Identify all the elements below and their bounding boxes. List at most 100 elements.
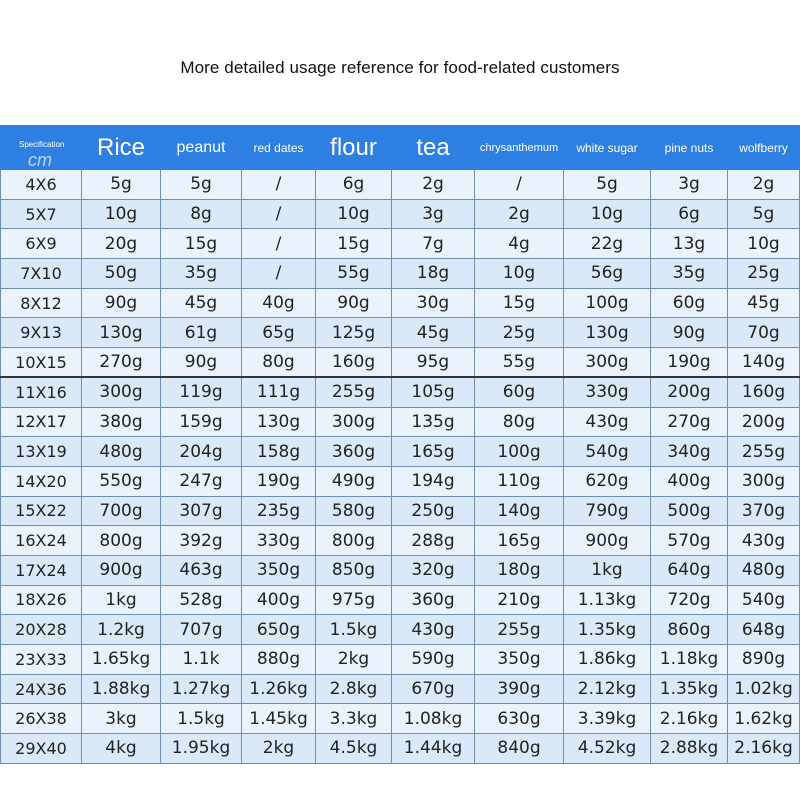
value-cell: 2kg	[315, 644, 392, 675]
value-cell: 580g	[315, 495, 392, 527]
value-cell: 45g	[160, 287, 242, 319]
value-cell: 6g	[650, 198, 728, 230]
value-cell: 90g	[160, 347, 242, 378]
value-cell: 1.5kg	[315, 614, 392, 645]
value-cell: 35g	[160, 258, 242, 289]
value-cell: 1kg	[563, 554, 651, 586]
value-cell: 90g	[315, 287, 392, 319]
value-cell: 61g	[160, 317, 242, 349]
value-cell: 194g	[391, 465, 475, 497]
value-cell: 247g	[160, 465, 242, 497]
value-cell: 140g	[474, 495, 564, 527]
value-cell: 111g	[241, 376, 316, 408]
value-cell: 45g	[391, 317, 475, 349]
value-cell: 10g	[474, 258, 564, 289]
value-cell: 20g	[81, 228, 161, 260]
value-cell: 110g	[474, 465, 564, 497]
value-cell: 3.39kg	[563, 703, 651, 735]
value-cell: 370g	[727, 495, 800, 527]
value-cell: 900g	[81, 554, 161, 586]
value-cell: 1.95kg	[160, 733, 242, 764]
size-cell: 10X15	[0, 347, 82, 378]
value-cell: 190g	[241, 465, 316, 497]
value-cell: 380g	[81, 406, 161, 438]
value-cell: 2g	[727, 169, 800, 200]
value-cell: 360g	[391, 584, 475, 616]
value-cell: 800g	[81, 525, 161, 556]
value-cell: 1.08kg	[391, 703, 475, 735]
size-cell: 5X7	[0, 198, 82, 230]
table-row: 10X15 270g 90g 80g 160g 95g 55g 300g 190g 140g	[0, 347, 800, 378]
value-cell: 100g	[563, 287, 651, 319]
value-cell: 350g	[474, 644, 564, 675]
value-cell: 158g	[241, 436, 316, 467]
value-cell: 40g	[241, 287, 316, 319]
size-cell: 8X12	[0, 287, 82, 319]
value-cell: 270g	[650, 406, 728, 438]
value-cell: 119g	[160, 376, 242, 408]
value-cell: 2.16kg	[650, 703, 728, 735]
header-white-sugar: white sugar	[563, 125, 651, 170]
value-cell: 1.45kg	[241, 703, 316, 735]
value-cell: 620g	[563, 465, 651, 497]
value-cell: 4kg	[81, 733, 161, 764]
table-row: 4X6 5g 5g/6g 2g/5g 3g 2g	[0, 169, 800, 200]
spec-unit: cm	[28, 150, 52, 170]
header-wolfberry: wolfberry	[727, 125, 800, 170]
value-cell: 707g	[160, 614, 242, 645]
value-cell: 720g	[650, 584, 728, 616]
size-cell: 23X33	[0, 644, 82, 675]
value-cell: 300g	[563, 347, 651, 378]
value-cell: 1.26kg	[241, 673, 316, 705]
value-cell: 200g	[727, 406, 800, 438]
value-cell: 400g	[241, 584, 316, 616]
value-cell: 307g	[160, 495, 242, 527]
value-cell: 55g	[315, 258, 392, 289]
value-cell: 540g	[727, 584, 800, 616]
value-cell: 392g	[160, 525, 242, 556]
value-cell: 2g	[391, 169, 475, 200]
value-cell: 50g	[81, 258, 161, 289]
value-cell: 850g	[315, 554, 392, 586]
value-cell: 5g	[563, 169, 651, 200]
value-cell: /	[474, 169, 564, 200]
value-cell: 15g	[160, 228, 242, 260]
value-cell: 140g	[727, 347, 800, 378]
header-rice: Rice	[81, 125, 161, 170]
value-cell: 125g	[315, 317, 392, 349]
value-cell: 70g	[727, 317, 800, 349]
value-cell: 160g	[727, 376, 800, 408]
value-cell: 1.62kg	[727, 703, 800, 735]
value-cell: 700g	[81, 495, 161, 527]
value-cell: 840g	[474, 733, 564, 764]
value-cell: 5g	[160, 169, 242, 200]
value-cell: 528g	[160, 584, 242, 616]
value-cell: 2kg	[241, 733, 316, 764]
size-cell: 11X16	[0, 376, 82, 408]
value-cell: 480g	[81, 436, 161, 467]
value-cell: 1.35kg	[650, 673, 728, 705]
table-row: 23X33 1.65kg 1.1k 880g 2kg 590g 350g 1.86kg 1.18…	[0, 644, 800, 675]
value-cell: 640g	[650, 554, 728, 586]
value-cell: /	[241, 228, 316, 260]
size-cell: 4X6	[0, 169, 82, 200]
value-cell: 60g	[474, 376, 564, 408]
value-cell: 160g	[315, 347, 392, 378]
value-cell: 15g	[315, 228, 392, 260]
value-cell: 30g	[391, 287, 475, 319]
table-row: 8X12 90g 45g 40g 90g 30g 15g 100g 60g 45g	[0, 287, 800, 319]
value-cell: 320g	[391, 554, 475, 586]
value-cell: 204g	[160, 436, 242, 467]
value-cell: 3.3kg	[315, 703, 392, 735]
size-cell: 26X38	[0, 703, 82, 735]
size-cell: 9X13	[0, 317, 82, 349]
value-cell: 90g	[650, 317, 728, 349]
value-cell: 25g	[474, 317, 564, 349]
value-cell: 190g	[650, 347, 728, 378]
table-row: 17X24 900g 463g 350g 850g 320g 180g 1kg 640g 480g	[0, 554, 800, 586]
value-cell: 1.86kg	[563, 644, 651, 675]
table-row: 12X17 380g 159g 130g 300g 135g 80g 430g 270g 200g	[0, 406, 800, 438]
value-cell: 3kg	[81, 703, 161, 735]
value-cell: 10g	[315, 198, 392, 230]
spec-label: Specification	[19, 140, 65, 149]
